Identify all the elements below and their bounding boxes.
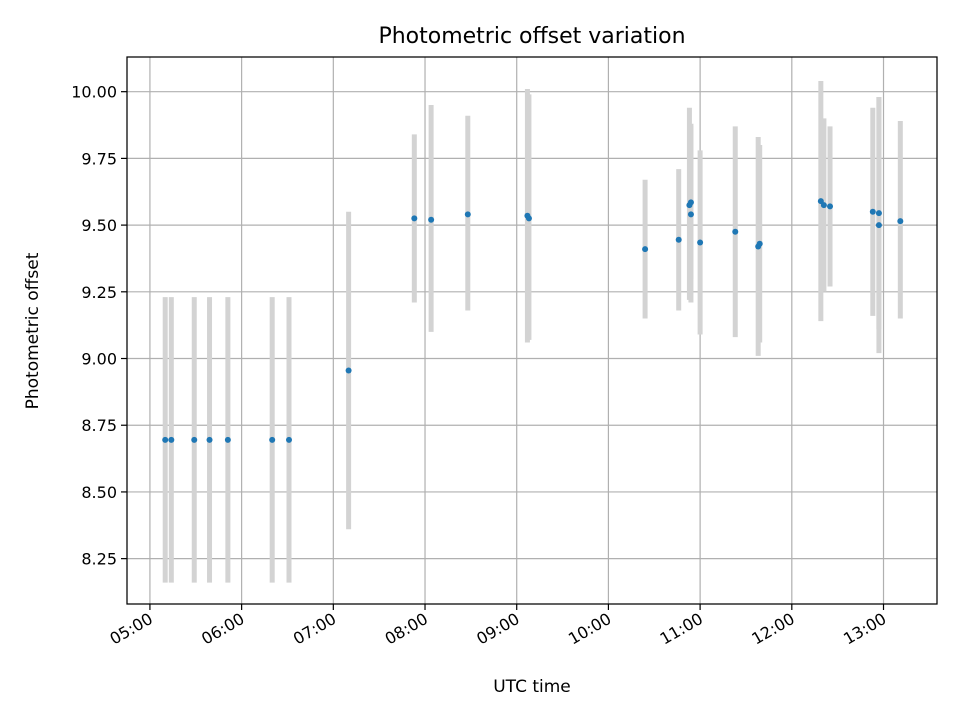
- data-point: [642, 246, 649, 253]
- y-tick-label: 10.00: [71, 83, 117, 102]
- data-point: [869, 208, 876, 215]
- data-point: [345, 367, 352, 374]
- y-axis-ticks: 8.25 8.50 8.75 9.00 9.25 9.50 9.75 10.00: [71, 83, 127, 569]
- data-point: [464, 211, 471, 218]
- grid: [127, 57, 937, 604]
- data-point: [820, 202, 827, 209]
- data-point: [286, 436, 292, 443]
- data-point: [756, 240, 763, 247]
- y-tick-label: 9.25: [81, 283, 117, 302]
- data-point: [269, 436, 276, 443]
- data-point: [224, 436, 231, 443]
- data-point: [875, 222, 882, 229]
- x-axis-label: UTC time: [493, 677, 571, 697]
- y-axis-label: Photometric offset: [23, 252, 43, 409]
- y-tick-label: 9.75: [81, 149, 117, 168]
- data-point: [897, 218, 904, 225]
- chart-title: Photometric offset variation: [378, 24, 685, 49]
- y-tick-label: 8.25: [81, 550, 117, 569]
- data-point: [162, 436, 169, 443]
- y-tick-label: 9.50: [81, 216, 117, 235]
- data-point: [732, 228, 739, 235]
- data-point: [168, 436, 175, 443]
- data-point: [675, 236, 682, 243]
- y-tick-label: 9.00: [81, 350, 117, 369]
- data-point: [206, 436, 213, 443]
- data-point: [687, 211, 694, 218]
- data-point: [875, 210, 882, 217]
- data-point: [191, 436, 198, 443]
- data-point: [525, 215, 532, 222]
- y-tick-label: 8.75: [81, 416, 117, 435]
- y-tick-label: 8.50: [81, 483, 117, 502]
- data-point: [428, 216, 435, 223]
- data-point: [697, 239, 704, 246]
- data-point: [687, 199, 694, 206]
- data-point: [827, 203, 834, 210]
- data-point: [411, 215, 418, 222]
- data-markers: [162, 198, 904, 443]
- plot-frame: [126, 56, 938, 605]
